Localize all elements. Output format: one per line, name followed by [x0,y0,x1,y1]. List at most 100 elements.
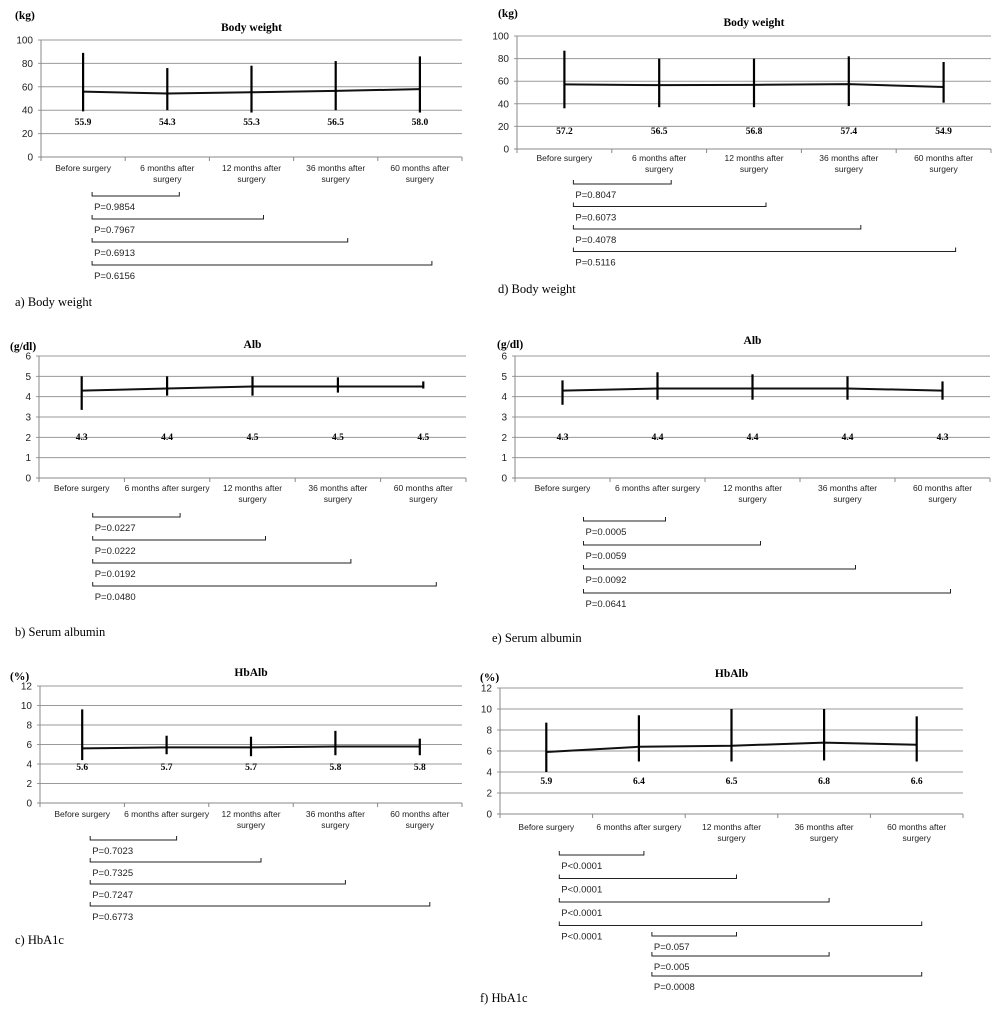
x-category-label: 6 months after surgery [615,483,701,493]
bracket-line [91,238,349,243]
y-tick-label: 0 [503,145,509,156]
value-label: 4.5 [417,433,429,443]
x-category-line: Before surgery [54,483,110,493]
x-category-label: Before surgery [518,822,574,832]
p-value-label: P=0.6773 [92,912,133,923]
panel-e: 0 1 2 3 4 5 6(g/dl) Alb 4.3 4.4 4.4 4.4 4.3 Before su… [492,335,991,645]
bracket-line [92,513,181,518]
bracket-line [92,536,266,541]
x-category-line: Before surgery [535,483,591,493]
bracket-line [558,921,923,926]
value-label: 6.5 [726,777,738,787]
x-category-line: surgery [406,820,435,830]
value-label: 4.3 [76,433,88,443]
x-category-line: surgery [717,833,746,843]
x-category-line: 60 months after [913,483,972,493]
x-category-line: 6 months after surgery [124,809,210,819]
x-category-line: 12 months after [723,483,782,493]
panel-a: 0 20 40 60 80 100 (kg) Body weight 55.9 54.3 55.3 5… [15,10,463,309]
chart-title: Alb [744,335,762,347]
p-value-label: P<0.0001 [561,908,602,919]
value-label: 4.4 [161,433,173,443]
x-category-line: surgery [153,174,182,184]
x-category-line: 60 months after [914,153,973,163]
y-tick-label: 5 [25,372,31,383]
comparison-bracket: P=0.9854 [91,192,180,213]
x-category-label: 6 months after surgery [596,822,682,832]
bracket-line [558,874,737,879]
x-category-label: Before surgery [54,809,110,819]
comparison-bracket: P=0.0222 [92,536,266,557]
bracket-line [92,582,437,587]
y-tick-label: 4 [26,760,32,771]
x-category-line: surgery [740,164,769,174]
bracket-line [583,589,951,594]
comparison-bracket: P=0.057 [651,932,737,953]
y-tick-label: 5 [501,372,507,383]
comparison-bracket: P<0.0001 [558,898,830,919]
comparison-bracket: P=0.8047 [572,180,672,201]
x-category-line: surgery [645,164,674,174]
comparison-bracket: P=0.6156 [91,261,433,282]
x-category-line: surgery [903,833,932,843]
comparison-bracket: P=0.6073 [572,202,767,224]
value-label: 5.8 [329,763,341,773]
comparison-bracket: P=0.0480 [92,582,437,603]
value-label: 55.3 [243,118,260,128]
bracket-line [89,858,262,863]
y-tick-label: 4 [486,768,492,779]
x-category-label: 60 months after surgery [913,483,972,504]
value-label: 4.5 [247,433,259,443]
y-tick-label: 10 [481,705,493,716]
x-category-line: 60 months after [390,163,449,173]
comparison-bracket: P=0.005 [651,952,830,973]
p-value-label: P=0.7023 [92,846,133,857]
p-value-label: P=0.7247 [92,890,133,901]
y-tick-label: 2 [26,779,32,790]
y-tick-label: 3 [25,413,31,424]
x-category-label: 12 months after surgery [723,483,782,504]
comparison-bracket: P=0.4078 [572,225,862,246]
value-label: 56.8 [746,127,763,137]
p-value-label: P=0.6156 [94,271,135,282]
x-category-line: surgery [322,174,351,184]
x-category-line: surgery [929,164,958,174]
bracket-line [583,517,666,522]
x-category-label: 60 months after surgery [390,163,449,184]
x-category-label: 36 months after surgery [818,483,877,504]
comparison-bracket: P=0.0008 [651,972,923,993]
panel-c: 0 2 4 6 8 10 12(%) HbAlb 5.6 5.7 5.7 5.8 5.8 Before s… [10,667,463,947]
bracket-line [651,932,737,937]
bracket-line [91,261,433,266]
p-value-label: P=0.5116 [575,258,615,269]
y-tick-label: 6 [501,352,507,363]
x-category-label: 12 months after surgery [724,153,783,174]
comparison-bracket: P=0.7967 [91,215,264,236]
y-axis-unit: (kg) [15,10,35,22]
x-category-label: Before surgery [537,153,593,163]
p-value-label: P=0.0222 [95,546,136,557]
p-value-label: P=0.0092 [586,575,627,586]
x-category-line: surgery [810,833,839,843]
value-label: 6.6 [911,777,923,787]
p-value-label: P=0.6073 [575,213,616,224]
panel-caption: e) Serum albumin [492,631,582,645]
x-category-label: 60 months after surgery [887,822,946,843]
x-category-label: Before surgery [55,163,111,173]
bracket-line [92,559,352,564]
x-category-line: Before surgery [54,809,110,819]
chart-title: Body weight [723,17,784,29]
x-category-line: 6 months after [140,163,195,173]
p-value-label: P=0.8047 [575,190,616,201]
x-category-label: Before surgery [535,483,591,493]
bracket-line [89,836,178,841]
y-tick-label: 8 [486,726,492,737]
x-category-line: surgery [409,494,438,504]
value-label: 58.0 [412,118,429,128]
y-axis-unit: (%) [480,672,499,684]
y-tick-label: 2 [486,789,492,800]
bracket-line [89,880,346,885]
x-category-line: surgery [406,174,435,184]
